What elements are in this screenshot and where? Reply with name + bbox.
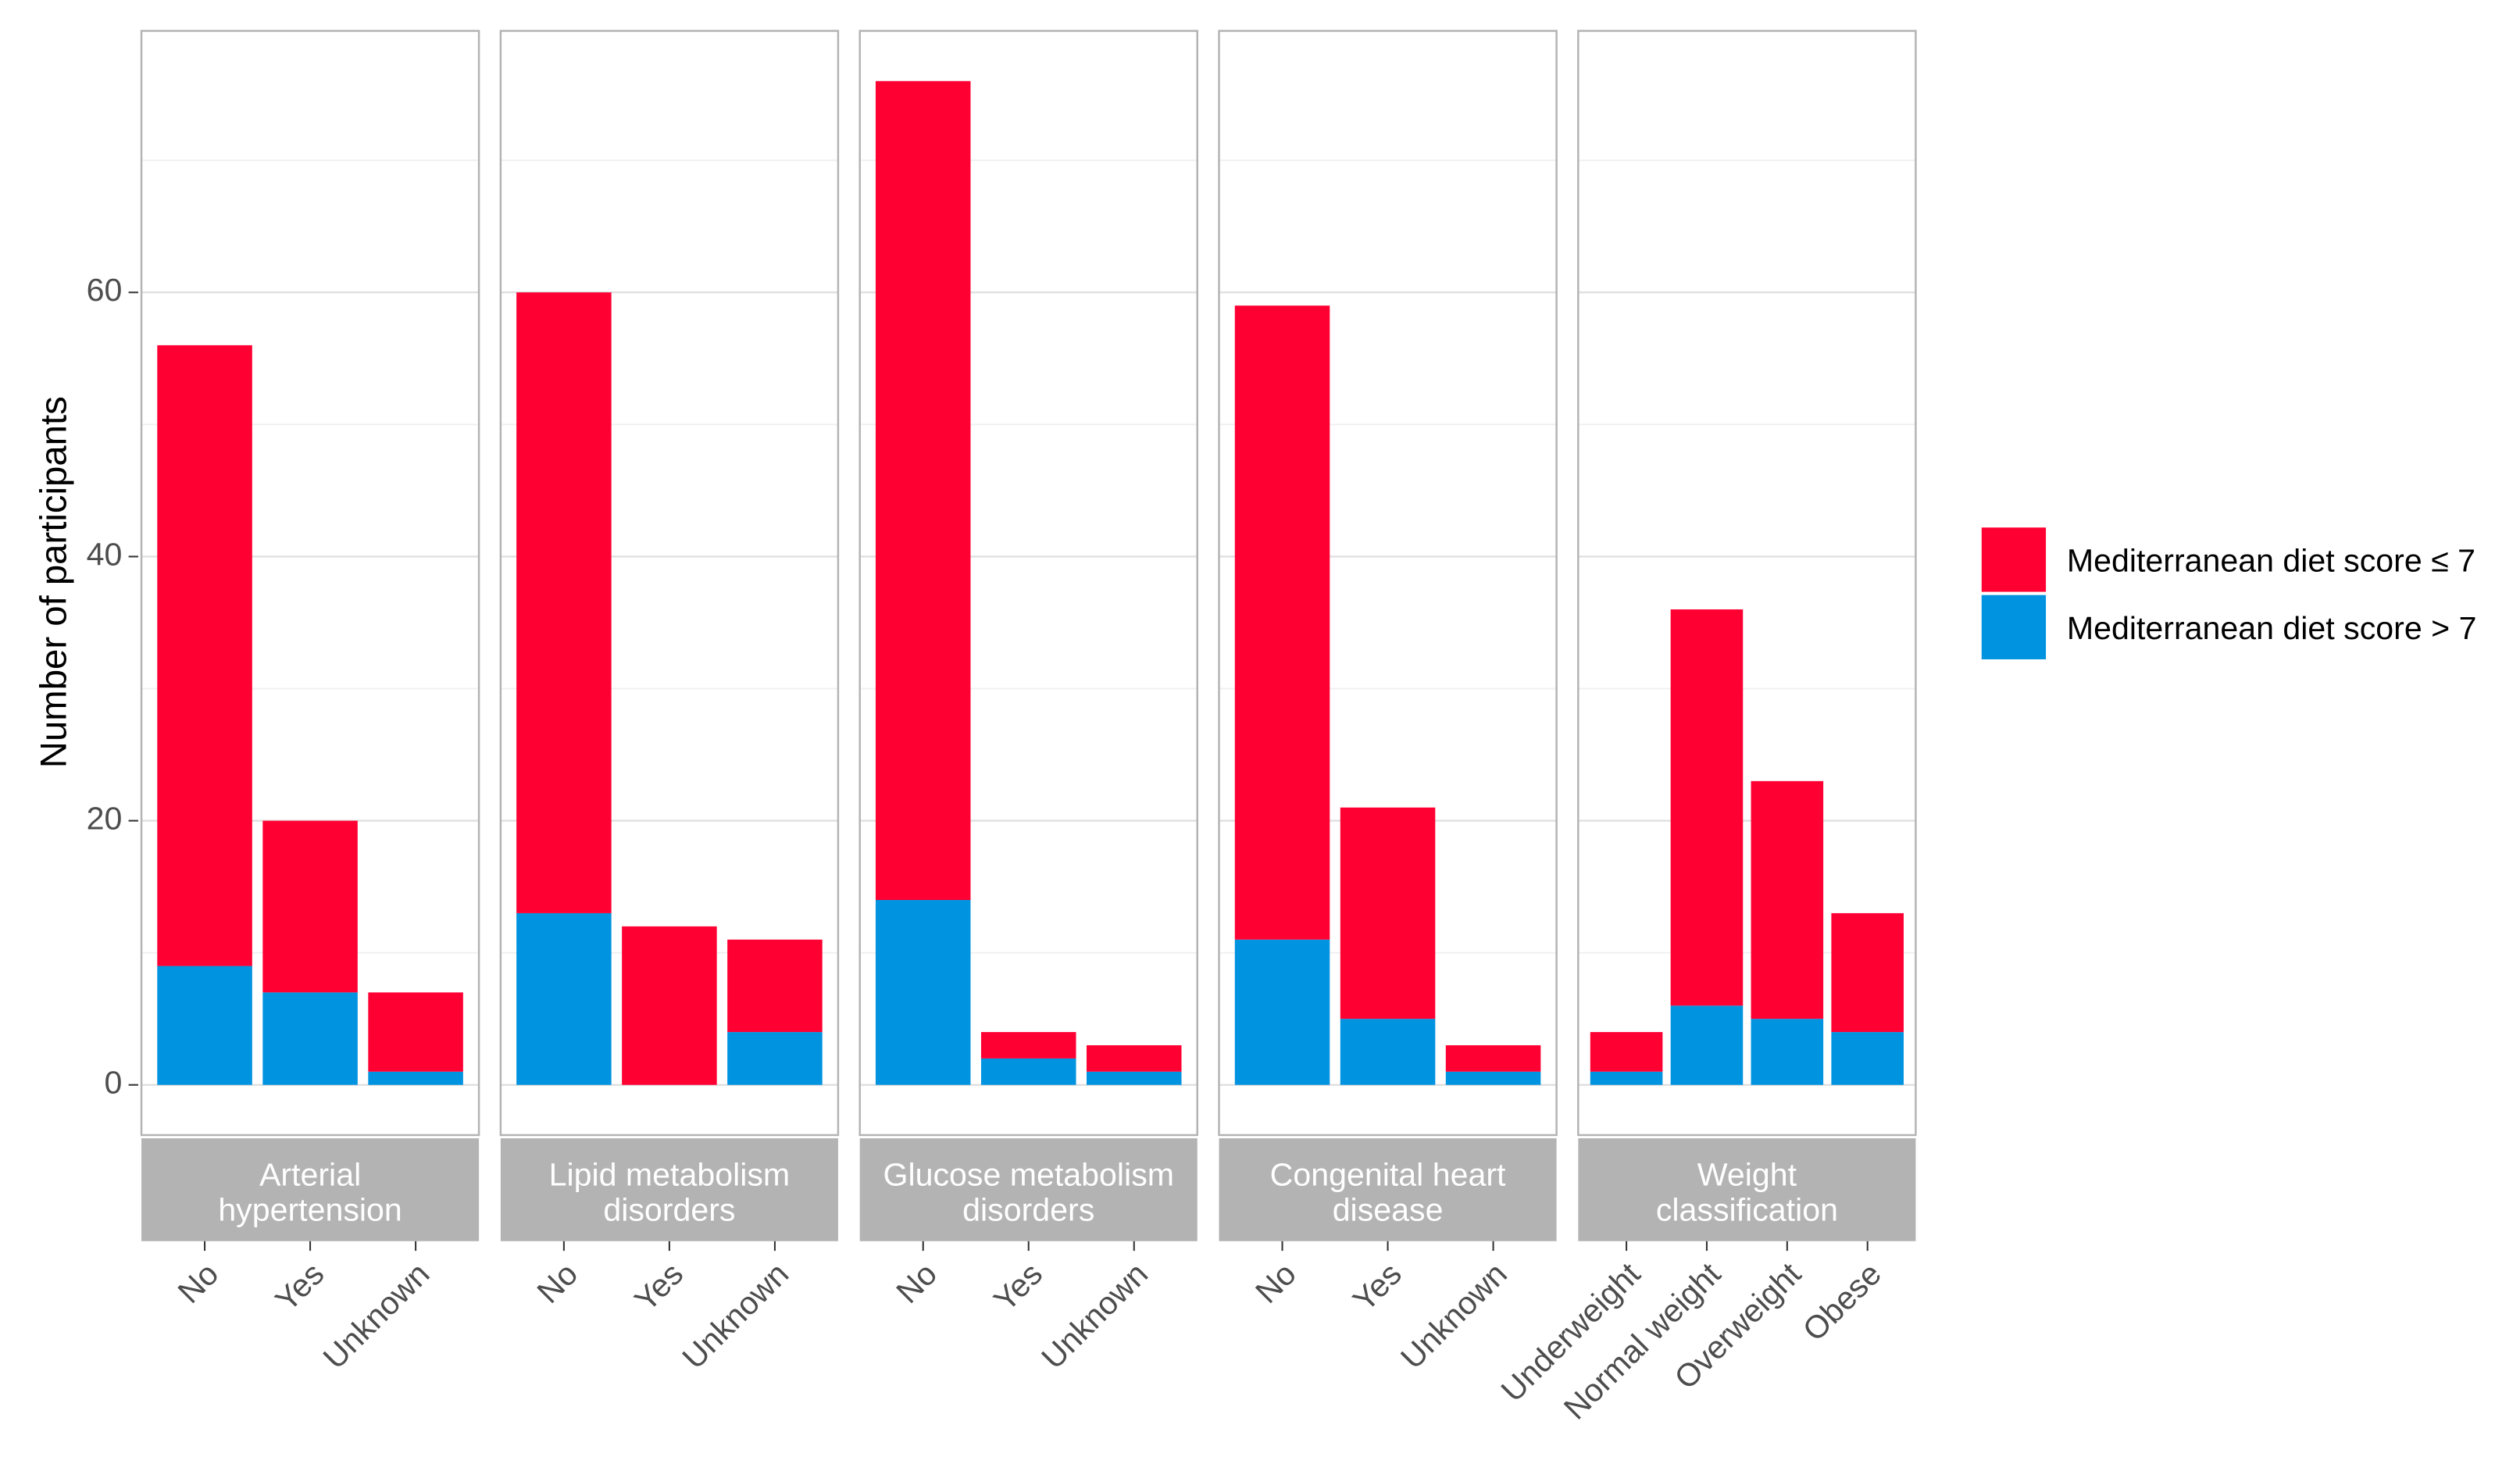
strip <box>500 1138 838 1241</box>
bar-segment <box>368 1071 463 1085</box>
bar-segment <box>1751 1019 1824 1085</box>
strip-label: disease <box>1333 1192 1444 1228</box>
bar-segment <box>1086 1071 1182 1085</box>
x-tick-label: No <box>530 1255 585 1310</box>
strip-label: classification <box>1656 1192 1838 1228</box>
strip-label: Glucose metabolism <box>883 1156 1174 1192</box>
strip <box>1219 1138 1557 1241</box>
bar-segment <box>1445 1071 1541 1085</box>
bar-segment <box>980 1032 1076 1059</box>
x-tick-label: Obese <box>1796 1255 1888 1348</box>
strip-label: disorders <box>962 1192 1094 1228</box>
x-tick-label: No <box>1248 1255 1303 1310</box>
bar-segment <box>1590 1032 1663 1072</box>
legend-label: Mediterranean diet score ≤ 7 <box>2067 542 2475 578</box>
bar-segment <box>1831 1032 1904 1085</box>
strip-label: Weight <box>1697 1156 1797 1192</box>
bar-segment <box>1670 1005 1744 1085</box>
bar-segment <box>516 912 612 1085</box>
legend-key <box>1981 527 2047 592</box>
x-tick-label: Unknown <box>316 1255 437 1376</box>
x-tick-label: Yes <box>987 1255 1049 1318</box>
bar-segment <box>875 900 971 1085</box>
strip-label: hypertension <box>218 1192 402 1228</box>
strip <box>859 1138 1198 1241</box>
x-tick-label: Unknown <box>1394 1255 1514 1376</box>
panel-border <box>1577 30 1917 1137</box>
x-tick-label: Yes <box>269 1255 331 1318</box>
panel-border <box>140 30 480 1137</box>
panel-border <box>858 30 1198 1137</box>
bar-segment <box>1670 609 1744 1006</box>
strip <box>1578 1138 1916 1241</box>
bar-segment <box>1340 1019 1436 1085</box>
bar-segment <box>157 966 252 1085</box>
y-tick-label: 40 <box>87 536 123 572</box>
panel-border <box>499 30 840 1137</box>
x-tick-label: Yes <box>627 1255 690 1318</box>
bar-segment <box>1590 1071 1663 1085</box>
bar-segment <box>1086 1044 1182 1072</box>
bar-segment <box>875 80 971 901</box>
x-tick-label: No <box>889 1255 944 1310</box>
strip-label: Congenital heart <box>1270 1156 1506 1192</box>
strip-label: disorders <box>603 1192 735 1228</box>
y-tick-label: 60 <box>87 272 123 308</box>
y-axis-label: Number of participants <box>34 396 75 768</box>
x-tick-label: No <box>171 1255 226 1310</box>
bar-segment <box>1234 939 1330 1085</box>
bar-segment <box>262 992 358 1085</box>
legend-key <box>1981 595 2047 659</box>
y-tick-label: 20 <box>87 800 123 836</box>
bar-segment <box>1234 305 1330 940</box>
strip-label: Arterial <box>259 1156 361 1192</box>
x-tick-label: Unknown <box>676 1255 796 1376</box>
bar-segment <box>262 820 358 993</box>
strip-label: Lipid metabolism <box>549 1156 791 1192</box>
bar-segment <box>727 939 823 1033</box>
strip <box>141 1138 480 1241</box>
bar-segment <box>727 1032 823 1085</box>
bar-segment <box>516 292 612 913</box>
y-tick-label: 0 <box>104 1065 122 1101</box>
bar-segment <box>368 992 463 1072</box>
bar-segment <box>1751 780 1824 1019</box>
bar-segment <box>622 926 717 1085</box>
bar-segment <box>157 345 252 966</box>
panel-border <box>1218 30 1558 1137</box>
bar-segment <box>1445 1044 1541 1072</box>
x-tick-label: Unknown <box>1034 1255 1155 1376</box>
x-tick-label: Yes <box>1346 1255 1408 1318</box>
bar-segment <box>980 1058 1076 1085</box>
bar-segment <box>1831 912 1904 1033</box>
legend-label: Mediterranean diet score > 7 <box>2067 610 2477 646</box>
bar-segment <box>1340 807 1436 1019</box>
